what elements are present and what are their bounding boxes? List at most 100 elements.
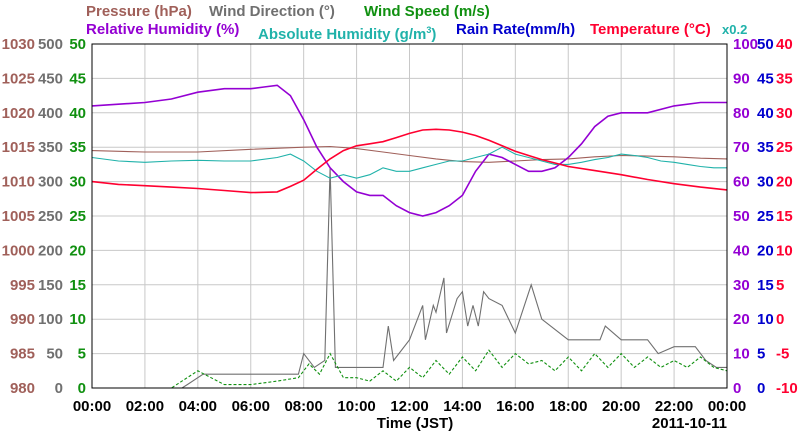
legend-absolute-humidity-sup: 3 — [426, 25, 432, 35]
wind_speed-tick-label: 25 — [69, 208, 86, 225]
wind_direction-tick-label: 300 — [38, 174, 63, 191]
wind_speed-tick-label: 0 — [78, 380, 86, 397]
wind_direction-tick-label: 150 — [38, 277, 63, 294]
wind-direction-line — [92, 167, 727, 389]
wind_speed-tick-label: 20 — [69, 242, 86, 259]
humidity_pct-tick-label: 40 — [733, 242, 750, 259]
rain_and_abs_humidity-tick-label: 25 — [757, 208, 774, 225]
x-tick-label: 08:00 — [284, 398, 322, 415]
pressure-tick-label: 1015 — [2, 139, 35, 156]
wind_speed-tick-label: 15 — [69, 277, 86, 294]
wind_speed-tick-label: 35 — [69, 139, 86, 156]
wind_direction-tick-label: 250 — [38, 208, 63, 225]
humidity_pct-tick-label: 90 — [733, 70, 750, 87]
rain_and_abs_humidity-tick-label: 20 — [757, 242, 774, 259]
wind_direction-tick-label: 50 — [46, 346, 63, 363]
left-axes: 1030102510201015101010051000995990985980… — [2, 36, 86, 397]
humidity_pct-tick-label: 50 — [733, 208, 750, 225]
humidity_pct-tick-label: 70 — [733, 139, 750, 156]
wind_direction-tick-label: 0 — [55, 380, 63, 397]
rain_and_abs_humidity-tick-label: 15 — [757, 277, 774, 294]
legend-absolute-humidity-close: ) — [431, 26, 437, 43]
legend-relative-humidity: Relative Humidity (%) — [86, 21, 240, 38]
pressure-tick-label: 985 — [10, 346, 35, 363]
wind_direction-tick-label: 500 — [38, 36, 63, 53]
plot-frame — [91, 43, 728, 389]
temperature-tick-label: 25 — [776, 139, 793, 156]
relative-humidity-line — [91, 84, 727, 217]
pressure-tick-label: 980 — [10, 380, 35, 397]
wind_speed-tick-label: 40 — [69, 105, 86, 122]
x-tick-label: 10:00 — [337, 398, 375, 415]
rain_and_abs_humidity-tick-label: 35 — [757, 139, 774, 156]
wind-speed-line — [92, 349, 728, 389]
wind_direction-tick-label: 200 — [38, 242, 63, 259]
x-tick-label: 16:00 — [496, 398, 534, 415]
temperature-line — [91, 128, 728, 194]
wind_direction-tick-label: 350 — [38, 139, 63, 156]
pressure-tick-label: 1030 — [2, 36, 35, 53]
pressure-tick-label: 1000 — [2, 242, 35, 259]
x-tick-label: 20:00 — [602, 398, 640, 415]
temperature-tick-label: 40 — [776, 36, 793, 53]
x-axis: 00:00 02:00 04:00 06:00 08:00 10:00 12:00 14:00… — [73, 398, 746, 415]
legend-pressure: Pressure (hPa) — [86, 3, 192, 20]
x-axis-title: Time (JST) — [377, 415, 453, 432]
absolute-humidity-line — [91, 146, 727, 179]
humidity_pct-tick-label: 80 — [733, 105, 750, 122]
legend-wind-speed: Wind Speed (m/s) — [364, 3, 490, 20]
temperature-tick-label: 20 — [776, 174, 793, 191]
series-layer — [91, 84, 728, 389]
humidity_pct-tick-label: 30 — [733, 277, 750, 294]
rain_and_abs_humidity-tick-label: 10 — [757, 311, 774, 328]
humidity_pct-tick-label: 0 — [733, 380, 741, 397]
wind_direction-tick-label: 450 — [38, 70, 63, 87]
wind_speed-tick-label: 10 — [69, 311, 86, 328]
wind_speed-tick-label: 50 — [69, 36, 86, 53]
x-tick-label: 14:00 — [443, 398, 481, 415]
right-axes: 1009080706050403020100504540353025201510… — [733, 36, 798, 397]
wind_direction-tick-label: 400 — [38, 105, 63, 122]
temperature-tick-label: 5 — [776, 277, 784, 294]
pressure-tick-label: 995 — [10, 277, 35, 294]
legend-temperature: Temperature (°C) — [590, 21, 711, 38]
legend-rain-rate: Rain Rate(mm/h) — [456, 21, 576, 38]
temperature-tick-label: 35 — [776, 70, 793, 87]
temperature-tick-label: 30 — [776, 105, 793, 122]
humidity_pct-tick-label: 100 — [733, 36, 758, 53]
rain_and_abs_humidity-tick-label: 0 — [757, 380, 765, 397]
x-tick-label: 02:00 — [126, 398, 164, 415]
wind_speed-tick-label: 45 — [69, 70, 86, 87]
rain_and_abs_humidity-tick-label: 40 — [757, 105, 774, 122]
x-tick-label: 18:00 — [549, 398, 587, 415]
x-tick-label: 12:00 — [390, 398, 428, 415]
date-label: 2011-10-11 — [652, 415, 727, 432]
x-tick-label: 00:00 — [73, 398, 111, 415]
rain_and_abs_humidity-tick-label: 30 — [757, 174, 774, 191]
rain_and_abs_humidity-tick-label: 50 — [757, 36, 774, 53]
humidity_pct-tick-label: 20 — [733, 311, 750, 328]
pressure-tick-label: 990 — [10, 311, 35, 328]
temperature-tick-label: 10 — [776, 242, 793, 259]
temperature-tick-label: 15 — [776, 208, 793, 225]
pressure-tick-label: 1005 — [2, 208, 35, 225]
x-tick-label: 00:00 — [708, 398, 746, 415]
wind_direction-tick-label: 100 — [38, 311, 63, 328]
pressure-tick-label: 1010 — [2, 174, 35, 191]
temperature-tick-label: -10 — [776, 380, 798, 397]
legend-absolute-humidity-text: Absolute Humidity (g/m — [258, 26, 427, 43]
wind_speed-tick-label: 5 — [78, 346, 86, 363]
x-tick-label: 04:00 — [179, 398, 217, 415]
rain_and_abs_humidity-tick-label: 5 — [757, 346, 765, 363]
legend-rain-scale-note: x0.2 — [722, 22, 748, 37]
temperature-tick-label: -5 — [776, 346, 789, 363]
grid-lines — [92, 44, 727, 388]
temperature-tick-label: 0 — [776, 311, 784, 328]
pressure-tick-label: 1020 — [2, 105, 35, 122]
x-tick-label: 06:00 — [232, 398, 270, 415]
legend-wind-direction: Wind Direction (°) — [209, 3, 335, 20]
x-tick-label: 22:00 — [655, 398, 693, 415]
pressure-tick-label: 1025 — [2, 70, 35, 87]
humidity_pct-tick-label: 60 — [733, 174, 750, 191]
